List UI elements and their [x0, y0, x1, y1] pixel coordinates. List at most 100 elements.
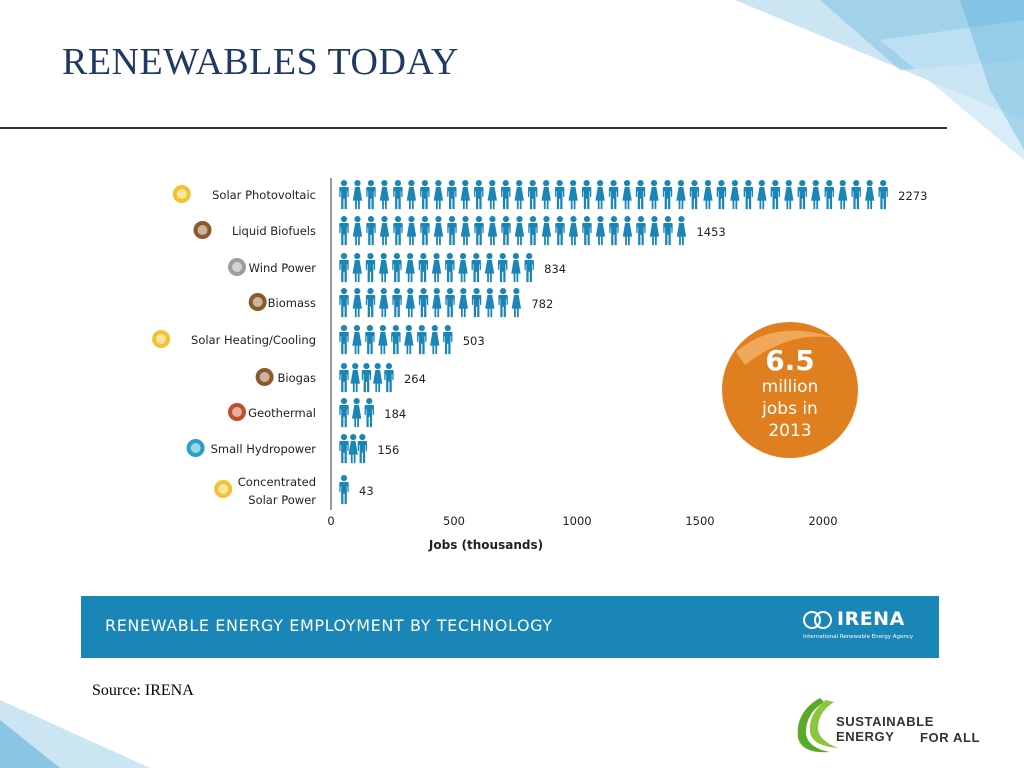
person-mark	[609, 216, 619, 246]
person-mark	[365, 325, 375, 355]
person-mark	[433, 216, 444, 246]
badge-number: 6.5	[765, 344, 815, 377]
person-mark	[471, 253, 481, 283]
person-mark	[474, 180, 484, 210]
swoosh-icon	[797, 698, 838, 753]
person-mark	[352, 216, 363, 246]
person-mark	[568, 216, 579, 246]
person-mark	[339, 325, 349, 355]
category-label: Geothermal	[248, 406, 316, 420]
person-mark	[418, 288, 429, 318]
person-mark	[352, 180, 363, 210]
person-mark	[460, 216, 471, 246]
category-label: Wind Power	[249, 261, 317, 275]
sun-icon	[214, 480, 233, 498]
person-mark	[420, 216, 430, 246]
total-jobs-badge: 6.5 million jobs in 2013	[722, 322, 858, 458]
person-mark	[514, 180, 524, 210]
person-mark	[484, 253, 495, 283]
person-mark	[784, 180, 794, 210]
person-mark	[622, 216, 633, 246]
category-label: Solar Photovoltaic	[212, 188, 316, 202]
person-mark	[498, 288, 508, 318]
person-mark	[649, 180, 659, 210]
person-mark	[339, 398, 349, 428]
person-mark	[379, 288, 389, 318]
person-mark	[366, 216, 376, 246]
x-axis-title: Jobs (thousands)	[428, 538, 543, 552]
person-mark	[458, 253, 468, 283]
person-mark	[445, 288, 455, 318]
irena-name: IRENA	[837, 608, 905, 630]
person-mark	[511, 288, 522, 318]
person-mark	[689, 180, 700, 210]
person-mark	[636, 216, 646, 246]
person-mark	[351, 398, 362, 428]
person-mark	[498, 253, 508, 283]
person-mark	[511, 253, 521, 283]
person-mark	[339, 180, 349, 210]
value-label: 264	[404, 372, 426, 386]
person-mark	[541, 180, 551, 210]
geothermal-icon	[228, 403, 246, 421]
value-label: 503	[463, 334, 485, 348]
person-mark	[430, 325, 440, 355]
value-label: 184	[384, 407, 406, 421]
person-mark	[608, 180, 619, 210]
x-tick-label: 1000	[562, 514, 591, 528]
person-mark	[474, 216, 484, 246]
value-label: 43	[359, 484, 374, 498]
person-mark	[864, 180, 875, 210]
value-label: 834	[544, 262, 566, 276]
person-mark	[663, 216, 673, 246]
person-mark	[393, 180, 403, 210]
x-axis: 0 500 1000 1500 2000 Jobs (thousands)	[327, 178, 838, 552]
person-mark	[406, 216, 417, 246]
person-mark	[528, 180, 538, 210]
biofuel-drop-icon	[193, 221, 212, 239]
person-mark	[420, 180, 430, 210]
person-mark	[447, 216, 457, 246]
person-mark	[391, 325, 401, 355]
x-tick-label: 0	[327, 514, 334, 528]
person-mark	[730, 180, 740, 210]
sun-icon	[172, 185, 191, 203]
category-labels: Solar Photovoltaic Liquid Biofuels Wind Po…	[152, 185, 316, 507]
person-mark	[524, 253, 534, 283]
person-mark	[431, 253, 442, 283]
badge-line-1: million	[762, 377, 819, 397]
person-mark	[417, 325, 427, 355]
person-mark	[348, 434, 358, 464]
value-label: 156	[377, 443, 399, 457]
person-mark	[487, 216, 498, 246]
person-mark	[445, 253, 455, 283]
person-mark	[878, 180, 888, 210]
person-mark	[541, 216, 552, 246]
person-mark	[443, 325, 453, 355]
irena-tagline: International Renewable Energy Agency	[803, 634, 914, 640]
person-mark	[703, 180, 713, 210]
person-mark	[339, 288, 349, 318]
person-mark	[366, 180, 376, 210]
biogas-drop-icon	[255, 368, 274, 386]
person-mark	[339, 253, 349, 283]
person-mark	[485, 288, 495, 318]
person-mark	[582, 216, 592, 246]
person-mark	[405, 288, 415, 318]
sun-icon	[152, 330, 171, 348]
person-mark	[339, 216, 349, 246]
person-mark	[514, 216, 525, 246]
person-mark	[676, 216, 687, 246]
wind-icon	[228, 258, 246, 276]
person-mark	[378, 325, 388, 355]
person-mark	[595, 180, 605, 210]
person-mark	[406, 180, 417, 210]
person-mark	[770, 180, 781, 210]
value-label: 782	[531, 297, 553, 311]
person-mark	[378, 253, 389, 283]
person-mark	[649, 216, 660, 246]
biomass-leaf-icon	[248, 293, 267, 311]
person-mark	[568, 180, 578, 210]
person-mark	[757, 180, 767, 210]
pictograph-bars: 2273 1453 834 782 503 264 184 156 43	[339, 180, 927, 505]
